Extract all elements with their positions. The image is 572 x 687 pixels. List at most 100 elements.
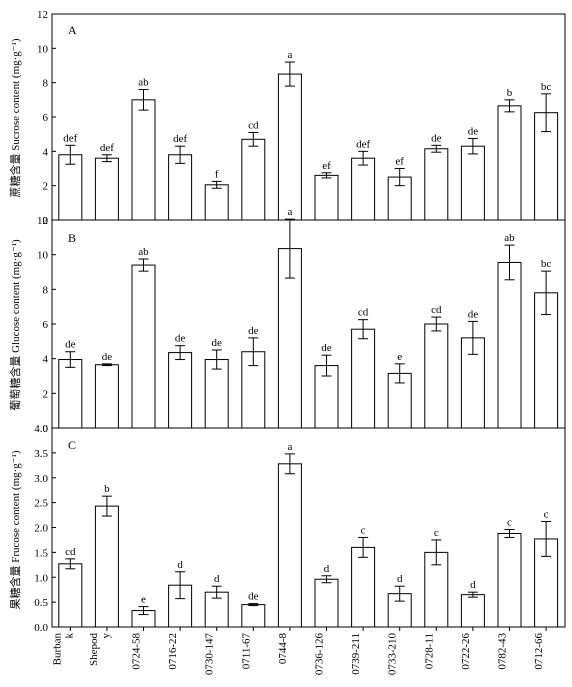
y-tick-label: 0.0 bbox=[34, 622, 48, 634]
bar bbox=[168, 352, 193, 429]
y-tick-label: 8 bbox=[43, 78, 49, 90]
bar bbox=[131, 99, 156, 221]
panel-letter-a: A bbox=[68, 23, 77, 37]
significance-label: def bbox=[63, 132, 77, 144]
significance-label: de bbox=[321, 342, 332, 354]
bar bbox=[241, 604, 266, 628]
bar bbox=[497, 105, 522, 221]
bar bbox=[277, 463, 302, 628]
x-category-label: 0712-66 bbox=[533, 633, 545, 670]
y-tick-label: 12 bbox=[37, 9, 48, 21]
y-tick-label: 0 bbox=[43, 215, 49, 227]
x-category-label: 0744-8 bbox=[277, 633, 289, 665]
significance-label: cd bbox=[431, 304, 442, 316]
x-category-label: k bbox=[63, 633, 75, 639]
bar bbox=[460, 145, 485, 221]
y-axis-label-glucose: 葡萄糖含量 Glucose content (mg·g⁻¹) bbox=[8, 239, 22, 411]
y-tick-label: 2 bbox=[43, 181, 49, 193]
y-axis-label-sucrose: 蔗糖含量 Sucrose content (mg·g⁻¹) bbox=[8, 38, 22, 197]
y-tick-label: 10 bbox=[37, 43, 49, 55]
panel-letter-c: C bbox=[68, 438, 76, 452]
plot-frame bbox=[51, 427, 566, 628]
x-category-label: Burban bbox=[51, 633, 63, 666]
significance-label: b bbox=[104, 483, 110, 495]
plot-frame bbox=[51, 219, 566, 429]
y-tick-label: 3.0 bbox=[34, 473, 48, 485]
x-category-label: 0739-211 bbox=[350, 633, 362, 675]
significance-label: de bbox=[468, 125, 479, 137]
x-category-label: 0730-147 bbox=[204, 633, 216, 676]
y-tick-label: 8 bbox=[43, 284, 49, 296]
significance-label: cd bbox=[65, 546, 76, 558]
y-axis-label-frucose: 果糖含量 Frucose content (mg·g⁻¹) bbox=[8, 450, 22, 609]
y-tick-label: 6 bbox=[43, 112, 49, 124]
significance-label: def bbox=[173, 133, 187, 145]
x-category-label: 0716-22 bbox=[167, 633, 179, 670]
y-tick-label: 0.5 bbox=[34, 597, 48, 609]
significance-label: b bbox=[507, 87, 513, 99]
x-category-label: 0736-126 bbox=[314, 633, 326, 676]
bar bbox=[94, 505, 119, 628]
y-tick-label: 3.5 bbox=[34, 448, 48, 460]
y-tick-label: 6 bbox=[43, 319, 49, 331]
y-tick-label: 10 bbox=[37, 250, 49, 262]
bar bbox=[131, 264, 156, 429]
bar bbox=[58, 563, 83, 628]
bar bbox=[94, 364, 119, 429]
y-tick-label: 4.0 bbox=[34, 423, 48, 435]
significance-label: bc bbox=[541, 81, 552, 93]
significance-label: def bbox=[356, 138, 370, 150]
significance-label: d bbox=[470, 579, 476, 591]
significance-label: a bbox=[287, 49, 292, 61]
x-axis-category-labels: Burban k Shepod y 0724-58 0716-22 0730-147 0711… bbox=[51, 627, 547, 676]
significance-label: de bbox=[248, 325, 259, 337]
y-tick-label: 1.5 bbox=[34, 547, 48, 559]
bar bbox=[277, 73, 302, 221]
significance-label: de bbox=[431, 132, 442, 144]
bar bbox=[94, 157, 119, 221]
bar bbox=[314, 578, 339, 628]
y-tick-label: 1.0 bbox=[34, 572, 48, 584]
x-category-label: 0722-26 bbox=[460, 633, 472, 670]
plot-frame bbox=[51, 13, 566, 221]
significance-label: e bbox=[141, 594, 146, 606]
bar bbox=[424, 148, 449, 221]
significance-label: de bbox=[248, 591, 259, 603]
y-tick-label: 4 bbox=[43, 146, 49, 158]
bar bbox=[204, 184, 229, 221]
bar bbox=[168, 154, 193, 221]
significance-label: c bbox=[361, 524, 366, 536]
bar bbox=[497, 532, 522, 628]
significance-label: cd bbox=[358, 307, 369, 319]
x-category-label: 0733-210 bbox=[387, 633, 399, 676]
x-category-label: 0728-11 bbox=[423, 633, 435, 669]
bar bbox=[497, 261, 522, 429]
panel-b: B 葡萄糖含量 Glucose content (mg·g⁻¹) 0 2 4 6 8 10… bbox=[8, 206, 566, 435]
significance-label: d bbox=[324, 563, 330, 575]
bar bbox=[351, 157, 376, 221]
significance-label: bc bbox=[541, 258, 552, 270]
significance-label: cd bbox=[248, 119, 259, 131]
significance-label: ab bbox=[504, 232, 515, 244]
significance-label: e bbox=[397, 351, 402, 363]
significance-label: ef bbox=[322, 160, 331, 172]
bar bbox=[424, 323, 449, 429]
y-tick-label: 0 bbox=[43, 423, 49, 435]
x-category-label: 0782-43 bbox=[497, 633, 509, 670]
x-category-label: y bbox=[100, 633, 112, 639]
significance-label: ab bbox=[138, 246, 149, 258]
significance-label: d bbox=[397, 573, 403, 585]
significance-label: ab bbox=[138, 77, 149, 89]
panel-letter-b: B bbox=[68, 231, 76, 245]
significance-label: c bbox=[507, 516, 512, 528]
y-tick-label: 2.5 bbox=[34, 498, 48, 510]
y-tick-label: 2.0 bbox=[34, 523, 48, 535]
significance-label: d bbox=[177, 559, 183, 571]
significance-label: c bbox=[544, 509, 549, 521]
significance-label: c bbox=[434, 527, 439, 539]
significance-label: de bbox=[212, 337, 223, 349]
significance-label: de bbox=[468, 308, 479, 320]
bar bbox=[204, 359, 229, 429]
significance-label: de bbox=[175, 333, 186, 345]
panel-a: A 蔗糖含量 Sucrose content (mg·g⁻¹) 0 2 4 6 8 10 1… bbox=[8, 9, 566, 227]
